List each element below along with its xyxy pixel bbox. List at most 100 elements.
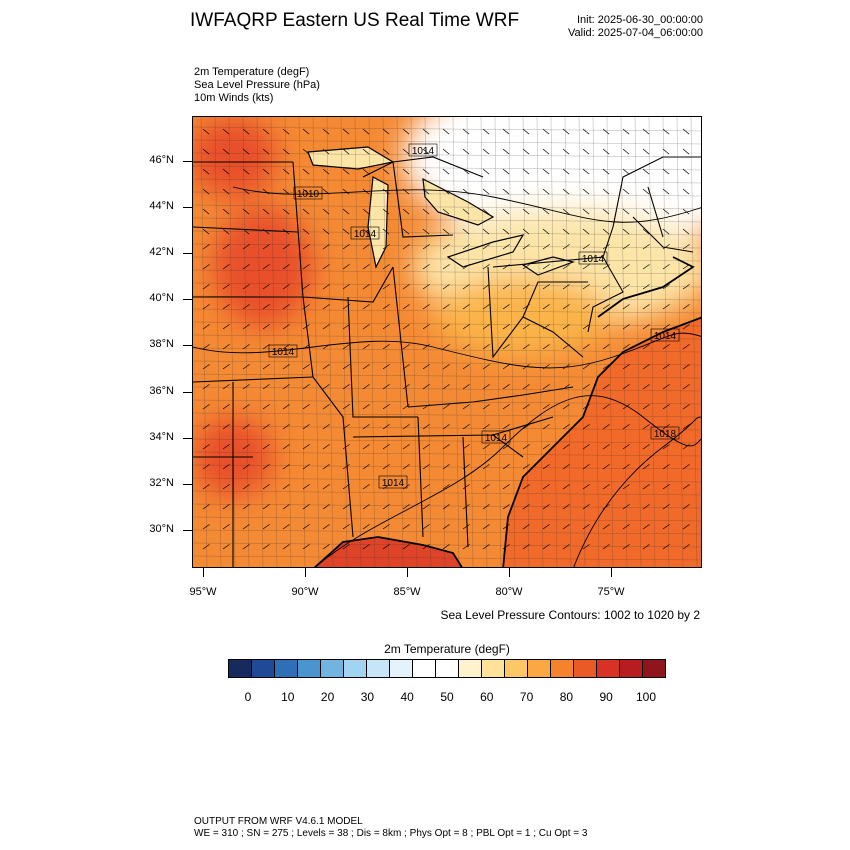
wind-barb [502,264,510,270]
wind-barb [342,544,350,550]
wind-barb [422,384,430,390]
wind-barb [642,148,650,155]
wind-barb [282,208,290,215]
wind-barb [422,188,430,195]
wind-barb [302,364,310,370]
wind-barb [462,524,470,530]
wind-barb [502,404,510,410]
wind-barb [602,504,610,510]
wind-barb [222,404,230,410]
wind-barb [422,128,430,135]
wind-barb [462,464,470,470]
wind-barb [562,404,570,410]
wind-barb [502,484,510,490]
wind-barb [602,148,610,155]
wind-barb [422,264,430,270]
wind-barb [542,284,550,290]
colorbar-segment [367,660,390,677]
wind-barb [322,504,330,510]
wind-barb [222,504,230,510]
colorbar-segment [620,660,643,677]
wind-barb [522,324,530,330]
wind-barb [202,148,210,155]
wind-barb [342,168,350,175]
wind-barb [682,228,690,235]
wind-barb [382,444,390,450]
wind-barb [662,384,670,390]
wind-barb [302,504,310,510]
wind-barb [302,304,310,310]
wind-barb [382,544,390,550]
wind-barb [562,188,570,195]
wind-barb [482,444,490,450]
pressure-label: 1010 [297,189,320,200]
wind-barb [542,524,550,530]
wind-barb [522,404,530,410]
wind-barb [502,444,510,450]
wind-barb [522,168,530,175]
wind-barb [322,168,330,175]
latitude-tick [183,529,192,531]
wind-barb [342,444,350,450]
wind-barb [462,148,470,155]
wind-barb [322,284,330,290]
wind-barb [622,484,630,490]
wind-barb [682,168,690,175]
wind-barb [242,344,250,350]
wind-barb [582,404,590,410]
pressure-label-box [350,226,380,240]
wind-barb [242,364,250,370]
wind-barb [402,544,410,550]
wind-barb [562,544,570,550]
wind-barb [422,168,430,175]
wind-barb [262,188,270,195]
wind-barb [562,264,570,270]
wind-barb [282,464,290,470]
wind-barb [442,344,450,350]
wind-barb [202,344,210,350]
wind-barb [622,244,630,250]
wind-barb [302,424,310,430]
wind-barb [362,188,370,195]
latitude-tick [183,391,192,393]
colorbar-segment [344,660,367,677]
wind-barb [262,364,270,370]
wind-barb [682,244,690,250]
wind-barb [262,384,270,390]
wind-barb [462,404,470,410]
pressure-label-box [268,344,298,358]
wind-barb [582,208,590,215]
wind-barb [382,344,390,350]
colorbar-label: 100 [635,690,657,704]
pressure-label-box [650,328,680,342]
wind-barb [342,504,350,510]
wind-barbs [202,128,690,550]
wind-barb [602,424,610,430]
wind-barb [602,304,610,310]
colorbar-segment [482,660,505,677]
colorbar-segment [574,660,597,677]
wind-barb [262,504,270,510]
longitude-label: 75°W [597,586,625,598]
wind-barb [222,168,230,175]
wind-barb [362,364,370,370]
wind-barb [362,524,370,530]
wind-barb [302,384,310,390]
wind-barb [242,484,250,490]
wind-barb [642,284,650,290]
wind-barb [522,148,530,155]
wind-barb [462,384,470,390]
wind-barb [242,168,250,175]
wind-barb [282,384,290,390]
wind-barb [662,208,670,215]
colorbar-label: 40 [400,690,414,704]
pressure-label-box [293,186,323,200]
wind-barb [242,228,250,235]
pressure-label: 1018 [654,429,677,440]
wind-barb [462,208,470,215]
wind-barb [482,364,490,370]
wind-barb [562,424,570,430]
wind-barb [542,364,550,370]
wind-barb [322,128,330,135]
wind-barb [322,524,330,530]
